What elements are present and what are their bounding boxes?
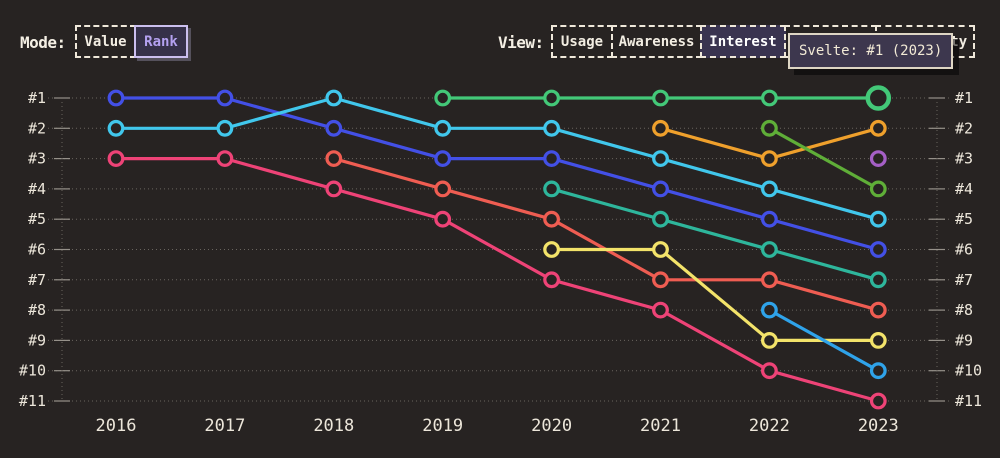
series-line-salmon <box>332 157 880 312</box>
data-point-cyan[interactable] <box>434 119 452 137</box>
data-point-lime[interactable] <box>869 180 887 198</box>
year-label: 2017 <box>204 416 245 436</box>
year-label: 2020 <box>531 416 572 436</box>
data-point-green-svelte[interactable] <box>543 89 560 107</box>
rank-label-left: #5 <box>28 210 46 228</box>
rank-label-left: #3 <box>28 150 46 168</box>
data-point-green-svelte[interactable] <box>761 89 778 107</box>
view-button-interest[interactable]: Interest <box>700 25 786 58</box>
rank-label-left: #11 <box>19 392 46 410</box>
rank-label-right: #6 <box>955 241 973 259</box>
chart-tooltip: Svelte: #1 (2023) <box>788 33 954 69</box>
data-point-lime[interactable] <box>761 119 778 137</box>
series-line-blue <box>114 96 880 252</box>
data-point-blue[interactable] <box>869 241 887 258</box>
data-point-sky-blue[interactable] <box>869 362 887 380</box>
series-line-pink <box>114 157 880 403</box>
data-point-cyan[interactable] <box>761 180 778 198</box>
data-point-orange[interactable] <box>869 119 887 137</box>
data-point-yellow[interactable] <box>652 241 669 258</box>
year-label: 2022 <box>749 416 790 436</box>
rank-label-right: #7 <box>955 271 973 289</box>
data-point-teal[interactable] <box>652 210 669 228</box>
data-point-teal[interactable] <box>869 271 887 289</box>
data-point-blue[interactable] <box>543 150 560 168</box>
mode-button-value[interactable]: Value <box>75 25 136 58</box>
mode-label: Mode: <box>20 33 66 52</box>
view-label: View: <box>498 33 544 52</box>
data-point-sky-blue[interactable] <box>761 301 778 319</box>
rank-label-left: #8 <box>28 301 46 319</box>
year-label: 2018 <box>313 416 354 436</box>
rank-label-right: #10 <box>955 362 982 380</box>
rank-label-left: #7 <box>28 271 46 289</box>
data-point-blue[interactable] <box>761 210 778 228</box>
data-point-salmon[interactable] <box>434 180 452 198</box>
data-point-blue[interactable] <box>434 150 452 168</box>
mode-button-rank[interactable]: Rank <box>134 25 188 58</box>
rank-label-left: #2 <box>28 119 46 137</box>
data-point-orange[interactable] <box>652 119 669 137</box>
data-point-teal[interactable] <box>543 180 560 198</box>
data-point-cyan[interactable] <box>869 210 887 228</box>
rank-label-left: #1 <box>28 89 46 107</box>
data-point-salmon[interactable] <box>543 210 560 228</box>
data-point-cyan[interactable] <box>543 119 560 137</box>
data-point-orange[interactable] <box>761 150 778 168</box>
year-label: 2016 <box>96 416 137 436</box>
rank-label-left: #4 <box>28 180 46 198</box>
data-point-yellow[interactable] <box>543 241 560 258</box>
rank-label-left: #9 <box>28 331 46 349</box>
year-label: 2019 <box>422 416 463 436</box>
data-point-green-svelte[interactable] <box>434 89 452 107</box>
data-point-salmon[interactable] <box>869 301 887 319</box>
rank-label-right: #1 <box>955 89 973 107</box>
data-point-teal[interactable] <box>761 241 778 258</box>
data-point-cyan[interactable] <box>325 89 343 107</box>
rank-label-left: #10 <box>19 362 46 380</box>
data-point-pink[interactable] <box>543 271 560 289</box>
data-point-pink[interactable] <box>761 362 778 380</box>
rank-label-right: #5 <box>955 210 973 228</box>
rank-label-left: #6 <box>28 241 46 259</box>
rank-label-right: #11 <box>955 392 982 410</box>
data-point-salmon[interactable] <box>761 271 778 289</box>
data-point-pink[interactable] <box>652 301 669 319</box>
data-point-cyan[interactable] <box>107 119 125 137</box>
view-button-awareness[interactable]: Awareness <box>611 25 702 58</box>
data-point-salmon[interactable] <box>652 271 669 289</box>
data-point-pink[interactable] <box>434 210 452 228</box>
rank-label-right: #9 <box>955 331 973 349</box>
rank-label-right: #4 <box>955 180 973 198</box>
data-point-pink[interactable] <box>869 392 887 410</box>
year-label: 2023 <box>858 416 899 436</box>
data-point-purple[interactable] <box>869 150 887 168</box>
data-point-cyan[interactable] <box>216 119 234 137</box>
data-point-pink[interactable] <box>107 150 125 168</box>
data-point-pink[interactable] <box>216 150 234 168</box>
year-label: 2021 <box>640 416 681 436</box>
view-button-usage[interactable]: Usage <box>551 25 613 58</box>
data-point-yellow[interactable] <box>869 332 887 349</box>
data-point-blue[interactable] <box>107 89 125 107</box>
data-point-cyan[interactable] <box>652 150 669 168</box>
rank-label-right: #8 <box>955 301 973 319</box>
series-line-cyan <box>114 96 880 221</box>
data-point-salmon[interactable] <box>325 150 343 168</box>
series-line-lime <box>767 126 880 191</box>
data-point-blue[interactable] <box>216 89 234 107</box>
data-point-blue[interactable] <box>325 119 343 137</box>
data-point-pink[interactable] <box>325 180 343 198</box>
rank-label-right: #2 <box>955 119 973 137</box>
data-point-green-svelte[interactable] <box>865 85 892 111</box>
data-point-green-svelte[interactable] <box>652 89 669 107</box>
rank-label-right: #3 <box>955 150 973 168</box>
data-point-blue[interactable] <box>652 180 669 198</box>
series-line-teal <box>550 187 880 282</box>
series-line-sky-blue <box>767 308 880 373</box>
data-point-yellow[interactable] <box>761 332 778 349</box>
